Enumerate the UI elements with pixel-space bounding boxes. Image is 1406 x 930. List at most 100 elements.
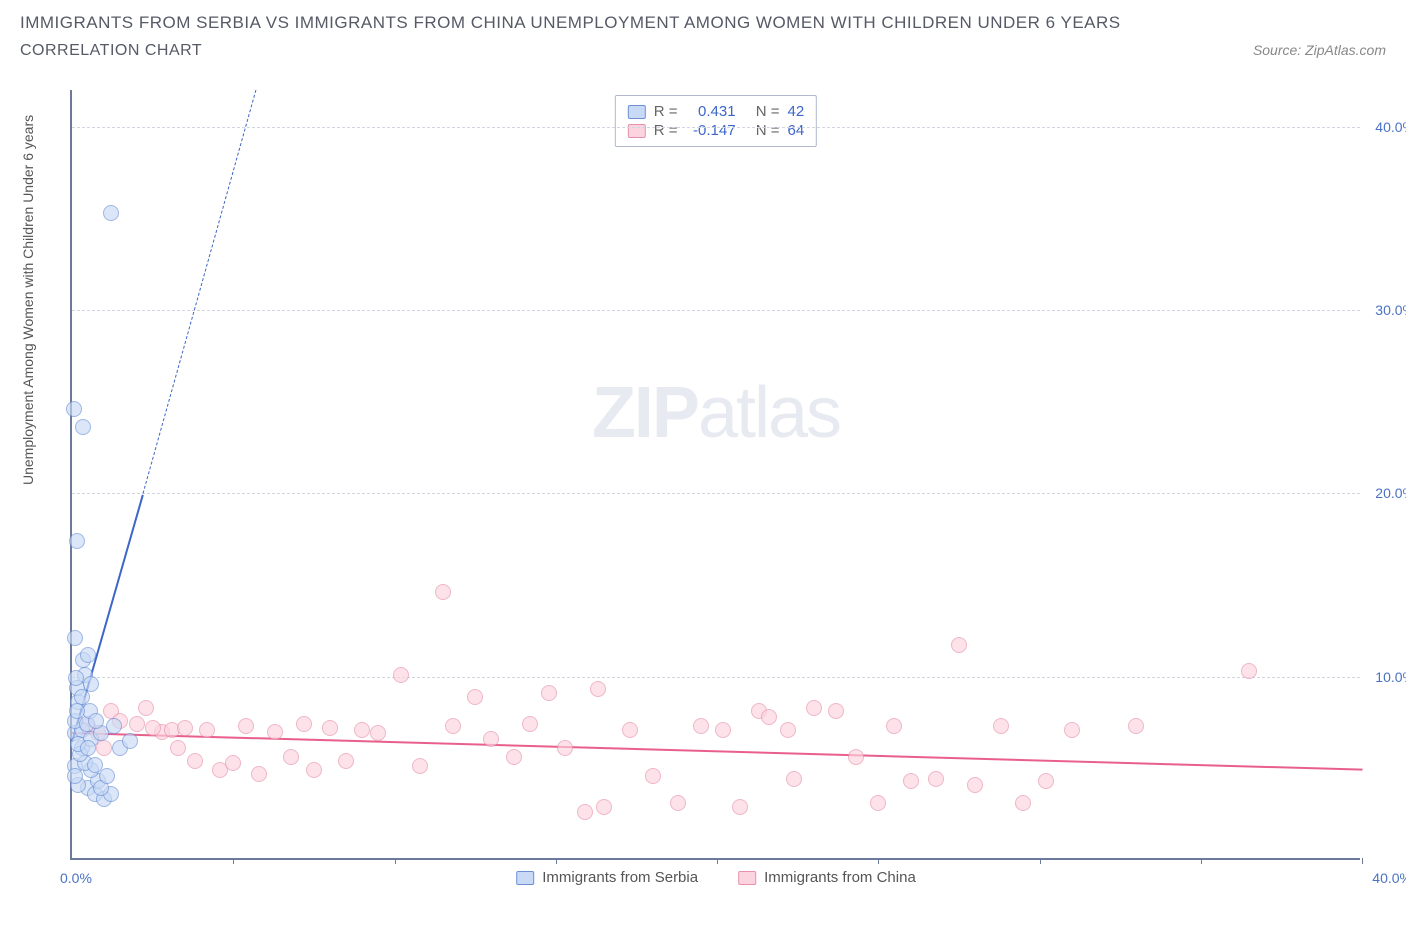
gridline <box>72 310 1360 311</box>
data-point <box>122 733 138 749</box>
data-point <box>393 667 409 683</box>
legend-row-china: R = -0.147 N = 64 <box>628 121 804 140</box>
data-point <box>903 773 919 789</box>
legend-row-serbia: R = 0.431 N = 42 <box>628 102 804 121</box>
data-point <box>541 685 557 701</box>
chart-source: Source: ZipAtlas.com <box>1253 42 1386 58</box>
data-point <box>88 713 104 729</box>
data-point <box>412 758 428 774</box>
data-point <box>732 799 748 815</box>
data-point <box>67 768 83 784</box>
data-point <box>967 777 983 793</box>
data-point <box>138 700 154 716</box>
data-point <box>96 740 112 756</box>
data-point <box>993 718 1009 734</box>
data-point <box>596 799 612 815</box>
y-tick-label: 20.0% <box>1375 485 1406 501</box>
data-point <box>66 401 82 417</box>
y-tick-label: 10.0% <box>1375 669 1406 685</box>
chart-title: IMMIGRANTS FROM SERBIA VS IMMIGRANTS FRO… <box>20 10 1386 36</box>
data-point <box>199 722 215 738</box>
data-point <box>761 709 777 725</box>
data-point <box>306 762 322 778</box>
data-point <box>1241 663 1257 679</box>
data-point <box>69 703 85 719</box>
gridline <box>72 677 1360 678</box>
data-point <box>187 753 203 769</box>
data-point <box>786 771 802 787</box>
data-point <box>103 205 119 221</box>
data-point <box>129 716 145 732</box>
data-point <box>557 740 573 756</box>
trend-line <box>72 732 1362 771</box>
data-point <box>68 670 84 686</box>
x-tick <box>1201 858 1202 864</box>
plot-region: ZIPatlas R = 0.431 N = 42 R = -0.147 N =… <box>70 90 1360 860</box>
data-point <box>67 630 83 646</box>
data-point <box>296 716 312 732</box>
trend-line <box>142 90 256 494</box>
data-point <box>445 718 461 734</box>
data-point <box>267 724 283 740</box>
x-axis-min-label: 0.0% <box>60 870 92 886</box>
data-point <box>928 771 944 787</box>
y-tick-label: 40.0% <box>1375 119 1406 135</box>
data-point <box>338 753 354 769</box>
x-axis-max-label: 40.0% <box>1372 870 1406 886</box>
data-point <box>645 768 661 784</box>
data-point <box>870 795 886 811</box>
x-tick <box>395 858 396 864</box>
data-point <box>780 722 796 738</box>
data-point <box>177 720 193 736</box>
watermark: ZIPatlas <box>592 372 840 454</box>
legend-stats-box: R = 0.431 N = 42 R = -0.147 N = 64 <box>615 95 817 147</box>
chart-header: IMMIGRANTS FROM SERBIA VS IMMIGRANTS FRO… <box>0 0 1406 60</box>
swatch-blue-icon <box>628 105 646 119</box>
data-point <box>435 584 451 600</box>
gridline <box>72 127 1360 128</box>
data-point <box>622 722 638 738</box>
x-tick <box>233 858 234 864</box>
data-point <box>106 718 122 734</box>
bottom-legend: Immigrants from Serbia Immigrants from C… <box>516 869 916 886</box>
data-point <box>848 749 864 765</box>
data-point <box>80 740 96 756</box>
y-tick-label: 30.0% <box>1375 302 1406 318</box>
data-point <box>80 647 96 663</box>
bottom-legend-china: Immigrants from China <box>738 869 916 886</box>
data-point <box>467 689 483 705</box>
chart-subtitle: CORRELATION CHART <box>20 42 202 60</box>
x-tick <box>556 858 557 864</box>
data-point <box>715 722 731 738</box>
data-point <box>225 755 241 771</box>
swatch-blue-icon <box>516 871 534 885</box>
data-point <box>483 731 499 747</box>
swatch-pink-icon <box>738 871 756 885</box>
data-point <box>322 720 338 736</box>
data-point <box>99 768 115 784</box>
data-point <box>1064 722 1080 738</box>
data-point <box>170 740 186 756</box>
data-point <box>1128 718 1144 734</box>
data-point <box>590 681 606 697</box>
data-point <box>506 749 522 765</box>
data-point <box>1015 795 1031 811</box>
data-point <box>1038 773 1054 789</box>
data-point <box>69 533 85 549</box>
data-point <box>354 722 370 738</box>
data-point <box>670 795 686 811</box>
data-point <box>886 718 902 734</box>
data-point <box>145 720 161 736</box>
x-tick <box>717 858 718 864</box>
chart-area: Unemployment Among Women with Children U… <box>25 85 1385 900</box>
data-point <box>806 700 822 716</box>
data-point <box>370 725 386 741</box>
data-point <box>251 766 267 782</box>
data-point <box>828 703 844 719</box>
data-point <box>951 637 967 653</box>
x-tick <box>878 858 879 864</box>
y-axis-label: Unemployment Among Women with Children U… <box>20 115 36 485</box>
swatch-pink-icon <box>628 124 646 138</box>
data-point <box>522 716 538 732</box>
x-tick <box>1040 858 1041 864</box>
